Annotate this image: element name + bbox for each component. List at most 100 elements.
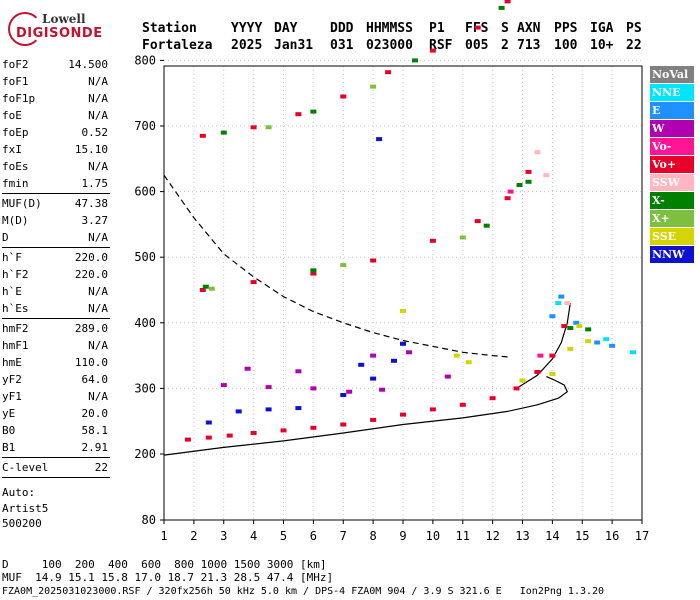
auto-version: 500200 (2, 517, 42, 530)
echo-point (609, 343, 616, 348)
param-row: foF1 N/A (2, 75, 108, 92)
echo-point (244, 366, 251, 371)
y-tick-label: 900 (134, 0, 156, 2)
profile-curve (163, 174, 508, 358)
param-label: fxI (2, 143, 22, 156)
param-row: hmF1 N/A (2, 339, 108, 356)
param-label: h`Es (2, 302, 29, 315)
param-row: h`F 220.0 (2, 251, 108, 268)
param-row: M(D) 3.27 (2, 214, 108, 231)
echo-point (585, 327, 592, 332)
param-value: 14.500 (68, 58, 108, 71)
param-label: hmF1 (2, 339, 29, 352)
header-ps-label: PS (626, 21, 642, 36)
legend-item: SSW (650, 174, 694, 191)
param-label: foF1p (2, 92, 36, 105)
echo-point (519, 378, 526, 383)
legend-label: Vo+ (652, 158, 677, 171)
echo-point (226, 433, 233, 438)
header-ps-value: 22 (626, 38, 642, 53)
legend-item: NoVal (650, 66, 694, 83)
echo-point (310, 268, 317, 273)
echo-point (340, 94, 347, 99)
echo-point (265, 385, 272, 390)
param-value: 3.27 (81, 214, 109, 227)
echo-point (280, 428, 287, 433)
echo-marks (184, 0, 636, 442)
echo-point (459, 235, 466, 240)
echo-point (489, 396, 496, 401)
echo-point (340, 422, 347, 427)
header-year-value: 2025 (231, 38, 263, 53)
param-label: foEs (2, 160, 29, 173)
param-row: D N/A (2, 231, 108, 248)
param-row: yE 20.0 (2, 407, 108, 424)
param-row: B0 58.1 (2, 424, 108, 441)
echo-point (459, 402, 466, 407)
echo-point (549, 314, 556, 319)
echo-point (558, 294, 565, 299)
y-tick-label: 800 (134, 53, 156, 67)
param-label: B0 (2, 424, 16, 437)
param-row: h`F2 220.0 (2, 268, 108, 285)
header-ddd-value: 031 (330, 38, 354, 53)
header-ddd-label: DDD (330, 21, 354, 36)
echo-point (376, 137, 383, 142)
echo-point (573, 320, 580, 325)
echo-point (370, 84, 377, 89)
param-label: h`F (2, 251, 22, 264)
echo-point (525, 169, 532, 174)
x-tick-label: 11 (456, 529, 470, 543)
param-row: h`Es N/A (2, 302, 108, 319)
header-time-label: HHMMSS (366, 21, 413, 36)
echo-point (513, 386, 520, 391)
chart-grid (163, 59, 643, 521)
legend-item: X- (650, 192, 694, 209)
divider (2, 477, 110, 478)
echo-point (585, 339, 592, 344)
x-tick-label: 13 (515, 529, 529, 543)
echo-point (391, 358, 397, 363)
echo-point (594, 340, 601, 345)
echo-point (567, 326, 574, 330)
digisonde-logo: Lowell DIGISONDE (4, 8, 102, 46)
param-value: 0.52 (81, 126, 109, 139)
header-axn-label: AXN (517, 21, 541, 36)
x-tick-label: 7 (340, 529, 347, 543)
y-axis-ticks: 80 200 300 400 500 600 700 800 900 (134, 0, 164, 527)
x-tick-label: 8 (370, 529, 377, 543)
echo-point (340, 263, 347, 268)
echo-point (310, 109, 317, 114)
echo-point (220, 383, 227, 388)
param-row: yF2 64.0 (2, 373, 108, 390)
param-label: foEp (2, 126, 29, 139)
echo-point (400, 309, 406, 313)
profile-curves (163, 174, 571, 456)
param-value: 58.1 (81, 424, 109, 437)
legend-item: Vo- (650, 138, 694, 155)
param-value: 2.91 (81, 441, 109, 454)
legend-label: SSE (652, 230, 677, 243)
x-tick-label: 2 (190, 529, 197, 543)
echo-point (199, 133, 206, 138)
echo-point (385, 70, 392, 75)
param-label: yE (2, 407, 16, 420)
echo-point (567, 347, 574, 351)
param-row: hmF2 289.0 (2, 322, 108, 339)
param-row: foEs N/A (2, 160, 108, 177)
header-pps-value: 100 (554, 38, 578, 53)
echo-point (429, 238, 436, 243)
echo-point (265, 407, 272, 412)
param-label: D (2, 231, 9, 244)
param-label: MUF(D) (2, 197, 42, 210)
legend-item: Vo+ (650, 156, 694, 173)
auto-label: Auto: (2, 486, 36, 499)
legend-item: W (650, 120, 694, 137)
echo-point (208, 286, 215, 291)
param-value: 22 (94, 461, 108, 474)
echo-point (202, 284, 209, 289)
legend-label: NNE (652, 86, 681, 99)
echo-point (537, 353, 544, 358)
param-value: 220.0 (74, 251, 108, 264)
legend-label: X- (652, 194, 665, 207)
